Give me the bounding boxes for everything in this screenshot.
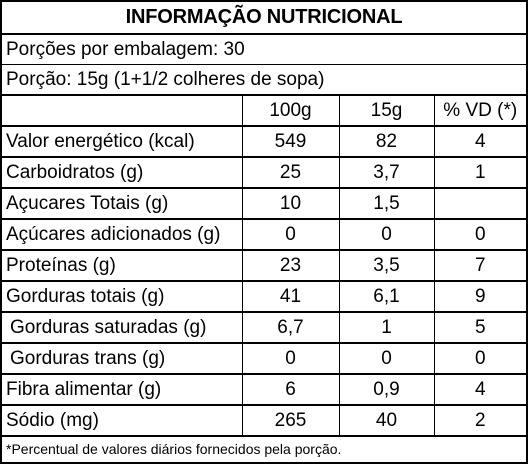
column-header-15g: 15g xyxy=(338,94,434,126)
nutrient-label: Sódio (mg) xyxy=(2,404,242,435)
table-row: Carboidratos (g) 25 3,7 1 xyxy=(2,156,526,188)
value-vd: 4 xyxy=(433,373,526,405)
value-100g: 265 xyxy=(241,404,339,435)
nutrition-table: 100g 15g % VD (*) Valor energético (kcal… xyxy=(2,94,526,435)
nutrient-label: Carboidratos (g) xyxy=(2,156,242,188)
value-100g: 10 xyxy=(241,187,339,219)
table-header-row: 100g 15g % VD (*) xyxy=(2,94,526,126)
table-row: Gorduras trans (g) 0 0 0 xyxy=(2,342,526,374)
column-header-100g: 100g xyxy=(241,94,339,126)
value-100g: 0 xyxy=(241,342,339,374)
value-vd: 2 xyxy=(433,404,526,435)
nutrient-label: Açúcares adicionados (g) xyxy=(2,218,242,250)
value-vd xyxy=(433,187,526,219)
value-100g: 6 xyxy=(241,373,339,405)
value-vd: 7 xyxy=(433,249,526,281)
value-100g: 41 xyxy=(241,280,339,312)
value-15g: 6,1 xyxy=(338,280,434,312)
value-15g: 3,7 xyxy=(338,156,434,188)
value-15g: 0,9 xyxy=(338,373,434,405)
value-100g: 549 xyxy=(241,125,339,157)
value-100g: 6,7 xyxy=(241,311,339,343)
footnote: *Percentual de valores diários fornecido… xyxy=(2,435,526,463)
nutrient-label: Gorduras totais (g) xyxy=(2,280,242,312)
nutrient-label: Gorduras trans (g) xyxy=(2,342,242,374)
table-row: Fibra alimentar (g) 6 0,9 4 xyxy=(2,373,526,405)
value-100g: 0 xyxy=(241,218,339,250)
value-vd: 9 xyxy=(433,280,526,312)
value-vd: 0 xyxy=(433,342,526,374)
value-vd: 0 xyxy=(433,218,526,250)
serving-size: Porção: 15g (1+1/2 colheres de sopa) xyxy=(6,69,325,90)
value-15g: 40 xyxy=(338,404,434,435)
value-100g: 25 xyxy=(241,156,339,188)
value-15g: 0 xyxy=(338,342,434,374)
table-row: Açucares Totais (g) 10 1,5 xyxy=(2,187,526,219)
table-row: Gorduras saturadas (g) 6,7 1 5 xyxy=(2,311,526,343)
table-row: Proteínas (g) 23 3,5 7 xyxy=(2,249,526,281)
table-row: Valor energético (kcal) 549 82 4 xyxy=(2,125,526,157)
table-row: Açúcares adicionados (g) 0 0 0 xyxy=(2,218,526,250)
value-vd: 4 xyxy=(433,125,526,157)
value-15g: 0 xyxy=(338,218,434,250)
header-empty-cell xyxy=(2,94,242,126)
value-15g: 1 xyxy=(338,311,434,343)
nutrient-label: Açucares Totais (g) xyxy=(2,187,242,219)
table-row: Gorduras totais (g) 41 6,1 9 xyxy=(2,280,526,312)
value-vd: 1 xyxy=(433,156,526,188)
value-15g: 3,5 xyxy=(338,249,434,281)
value-100g: 23 xyxy=(241,249,339,281)
servings-per-package: Porções por embalagem: 30 xyxy=(2,35,526,65)
nutrient-label: Valor energético (kcal) xyxy=(2,125,242,157)
page-title: INFORMAÇÃO NUTRICIONAL xyxy=(2,2,526,35)
table-row: Sódio (mg) 265 40 2 xyxy=(2,404,526,435)
column-header-vd: % VD (*) xyxy=(433,94,526,126)
value-15g: 82 xyxy=(338,125,434,157)
value-15g: 1,5 xyxy=(338,187,434,219)
nutrient-label: Fibra alimentar (g) xyxy=(2,373,242,405)
nutrient-label: Proteínas (g) xyxy=(2,249,242,281)
nutrient-label: Gorduras saturadas (g) xyxy=(2,311,242,343)
value-vd: 5 xyxy=(433,311,526,343)
